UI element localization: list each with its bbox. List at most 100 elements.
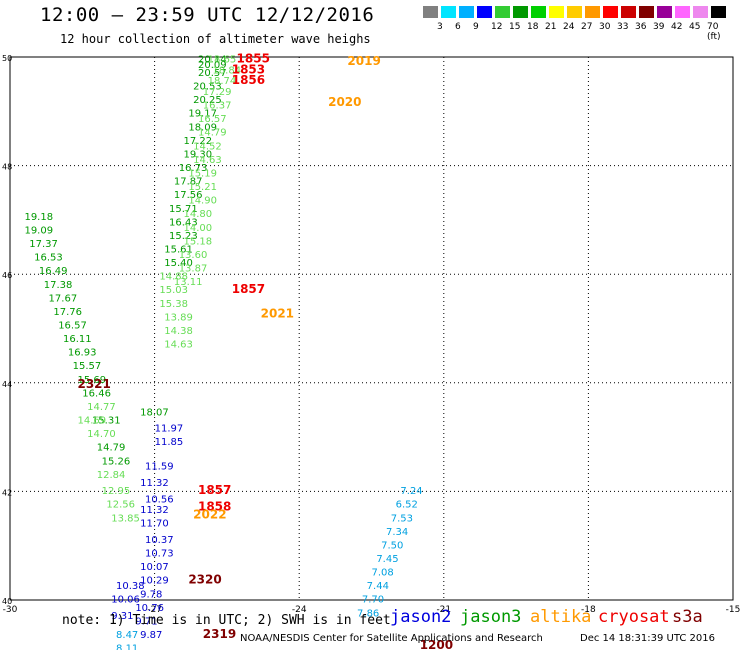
- color-swatch: [585, 6, 600, 18]
- wave-height-label: 12.56: [106, 500, 135, 511]
- wave-height-label: 14.77: [87, 402, 116, 413]
- wave-height-label: 16.46: [82, 388, 111, 399]
- wave-height-label: 14.80: [184, 209, 213, 220]
- color-scale-label: 70 (ft): [707, 22, 721, 42]
- wave-height-label: 18.84: [212, 65, 241, 76]
- wave-height-label: 18.09: [188, 122, 217, 133]
- wave-height-label: 15.71: [169, 204, 198, 215]
- wave-height-label: 17.37: [29, 239, 58, 250]
- wave-height-label: 7.45: [376, 554, 398, 565]
- wave-height-label: 17.56: [174, 190, 203, 201]
- color-scale-label: 45: [689, 22, 701, 32]
- wave-height-label: 13.89: [164, 312, 193, 323]
- wave-height-label: 14.63: [193, 155, 222, 166]
- pass-time-label: 1853: [232, 62, 265, 76]
- wave-height-label: 19.18: [24, 212, 53, 223]
- color-swatch: [621, 6, 636, 18]
- wave-height-label: 6.52: [396, 500, 418, 511]
- pass-time-label: 2020: [328, 95, 361, 109]
- wave-height-label: 15.18: [184, 236, 213, 247]
- wave-height-label: 15.69: [77, 375, 106, 386]
- color-swatch: [603, 6, 618, 18]
- x-tick-label: -27: [147, 605, 162, 615]
- wave-height-label: 15.57: [73, 361, 102, 372]
- wave-height-label: 17.38: [44, 280, 73, 291]
- wave-height-label: 7.50: [381, 540, 403, 551]
- wave-height-label: 13.87: [179, 263, 208, 274]
- wave-height-label: 11.59: [145, 462, 174, 473]
- wave-height-label: 7.08: [372, 568, 394, 579]
- color-swatch: [513, 6, 528, 18]
- wave-height-label: 10.73: [145, 549, 174, 560]
- x-tick-label: -18: [581, 605, 596, 615]
- wave-height-label: 15.61: [164, 244, 193, 255]
- wave-height-label: 16.73: [179, 163, 208, 174]
- wave-height-label: 16.53: [34, 253, 63, 264]
- wave-height-label: 15.38: [159, 299, 188, 310]
- wave-height-label: 8.11: [116, 644, 138, 650]
- wave-height-label: 7.70: [362, 595, 384, 606]
- wave-height-label: 10.37: [145, 535, 174, 546]
- color-swatch: [549, 6, 564, 18]
- wave-height-label: 17.87: [174, 177, 203, 188]
- wave-height-label: 16.57: [198, 114, 227, 125]
- y-tick-label: 48: [2, 163, 12, 172]
- color-scale-label: 33: [617, 22, 629, 32]
- color-swatch: [657, 6, 672, 18]
- color-scale-label: 21: [545, 22, 557, 32]
- y-tick-label: 50: [2, 54, 12, 63]
- wave-height-label: 7.53: [391, 513, 413, 524]
- wave-height-label: 14.38: [164, 326, 193, 337]
- wave-height-label: 16.37: [203, 101, 232, 112]
- footer-note: note: 1) Time is in UTC; 2) SWH is in fe…: [62, 613, 391, 628]
- wave-height-label: 16.49: [39, 266, 68, 277]
- wave-height-label: 10.29: [140, 576, 169, 587]
- color-swatch: [675, 6, 690, 18]
- satellite-legend-altika: altika: [530, 607, 592, 627]
- wave-height-label: 11.85: [155, 437, 184, 448]
- pass-time-label: 2021: [261, 307, 294, 321]
- color-scale-label: 42: [671, 22, 683, 32]
- color-scale-label: 18: [527, 22, 539, 32]
- wave-height-label: 8.47: [116, 630, 138, 641]
- satellite-legend-cryosat: cryosat: [598, 607, 670, 627]
- page-title: 12:00 – 23:59 UTC 12/12/2016: [40, 4, 375, 26]
- y-tick-label: 42: [2, 488, 12, 497]
- color-scale-label: 36: [635, 22, 647, 32]
- y-tick-label: 44: [2, 380, 12, 389]
- wave-height-label: 10.07: [140, 562, 169, 573]
- color-scale-label: 15: [509, 22, 521, 32]
- y-tick-label: 40: [2, 597, 12, 606]
- color-swatch: [567, 6, 582, 18]
- wave-height-label: 9.78: [140, 589, 162, 600]
- wave-height-label: 14.52: [193, 141, 222, 152]
- wave-height-label: 11.32: [140, 505, 169, 516]
- color-scale-label: 24: [563, 22, 575, 32]
- color-scale-label: 3: [437, 22, 443, 32]
- satellite-legend-s3a: s3a: [672, 607, 703, 627]
- wave-height-label: 10.56: [145, 494, 174, 505]
- wave-height-label: 9.87: [140, 630, 162, 641]
- wave-height-label: 11.32: [140, 478, 169, 489]
- wave-height-label: 20.53: [193, 82, 222, 93]
- color-swatch: [441, 6, 456, 18]
- wave-height-label: 10.38: [116, 581, 145, 592]
- wave-height-label: 7.34: [386, 527, 408, 538]
- wave-height-label: 19.17: [188, 109, 217, 120]
- plot-frame: [9, 56, 734, 601]
- x-tick-label: -24: [292, 605, 307, 615]
- satellite-legend-jason3: jason3: [460, 607, 522, 627]
- color-scale-label: 6: [455, 22, 461, 32]
- page-subtitle: 12 hour collection of altimeter wave hei…: [60, 32, 371, 46]
- wave-height-label: 12.95: [102, 486, 131, 497]
- wave-height-label: 15.23: [169, 231, 198, 242]
- wave-height-label: 15.31: [92, 416, 121, 427]
- color-scale-label: 9: [473, 22, 479, 32]
- wave-height-label: 15.40: [164, 258, 193, 269]
- wave-height-label: 18.65: [208, 54, 237, 65]
- pass-time-label: 1858: [198, 499, 231, 513]
- pass-time-label: 2319: [203, 627, 236, 641]
- y-tick-label: 46: [2, 271, 12, 280]
- wave-height-label: 10.06: [111, 595, 140, 606]
- credit-text: NOAA/NESDIS Center for Satellite Applica…: [240, 633, 543, 644]
